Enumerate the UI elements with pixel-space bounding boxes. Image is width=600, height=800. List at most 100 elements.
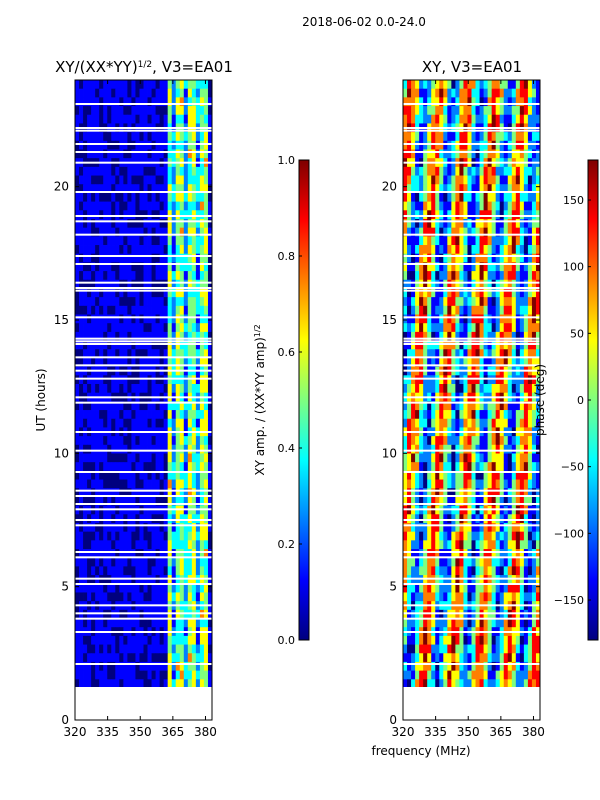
heatmap-cell bbox=[175, 340, 181, 350]
heatmap-cell bbox=[95, 210, 100, 220]
heatmap-cell bbox=[111, 418, 116, 428]
heatmap-cell bbox=[519, 106, 525, 116]
heatmap-cell bbox=[143, 557, 148, 567]
heatmap-cell bbox=[79, 262, 84, 272]
heatmap-cell bbox=[139, 488, 144, 498]
heatmap-cell bbox=[127, 401, 132, 411]
heatmap-cell bbox=[531, 184, 537, 194]
heatmap-cell bbox=[431, 384, 436, 394]
heatmap-cell bbox=[447, 644, 452, 654]
heatmap-cell bbox=[495, 679, 501, 689]
heatmap-cell bbox=[447, 80, 452, 90]
heatmap-cell bbox=[151, 80, 156, 90]
heatmap-cell bbox=[499, 618, 505, 628]
heatmap-cell bbox=[127, 670, 132, 680]
heatmap-cell bbox=[511, 496, 517, 506]
heatmap-cell bbox=[103, 531, 108, 541]
heatmap-cell bbox=[507, 331, 513, 341]
heatmap-cell bbox=[143, 271, 148, 281]
heatmap-cell bbox=[131, 514, 136, 524]
heatmap-cell bbox=[495, 106, 501, 116]
heatmap-cell bbox=[187, 540, 193, 550]
heatmap-cell bbox=[107, 340, 112, 350]
heatmap-cell bbox=[147, 609, 152, 619]
heatmap-cell bbox=[103, 184, 108, 194]
heatmap-cell bbox=[479, 410, 484, 420]
heatmap-cell bbox=[207, 384, 213, 394]
heatmap-cell bbox=[119, 340, 124, 350]
heatmap-cell bbox=[507, 305, 513, 315]
heatmap-cell bbox=[147, 384, 152, 394]
heatmap-cell bbox=[427, 314, 432, 324]
heatmap-cell bbox=[407, 88, 412, 98]
heatmap-cell bbox=[511, 140, 517, 150]
flag-gap-line bbox=[403, 143, 540, 145]
heatmap-cell bbox=[155, 97, 161, 107]
heatmap-cell bbox=[103, 271, 108, 281]
heatmap-cell bbox=[115, 106, 120, 116]
heatmap-cell bbox=[203, 262, 209, 272]
heatmap-cell bbox=[127, 661, 132, 672]
heatmap-cell bbox=[159, 496, 165, 506]
amp-colorbar-gradient bbox=[298, 159, 310, 641]
heatmap-cell bbox=[143, 384, 148, 394]
heatmap-cell bbox=[151, 479, 156, 489]
heatmap-cell bbox=[171, 331, 177, 341]
heatmap-cell bbox=[411, 592, 416, 602]
heatmap-cell bbox=[135, 609, 140, 619]
heatmap-cell bbox=[535, 488, 541, 498]
heatmap-cell bbox=[91, 357, 96, 368]
heatmap-cell bbox=[455, 314, 460, 324]
heatmap-cell bbox=[143, 462, 148, 472]
heatmap-cell bbox=[503, 140, 509, 150]
heatmap-cell bbox=[123, 618, 128, 628]
heatmap-cell bbox=[499, 323, 505, 333]
heatmap-cell bbox=[187, 175, 193, 185]
heatmap-cell bbox=[143, 470, 148, 480]
heatmap-cell bbox=[527, 149, 533, 159]
heatmap-cell bbox=[423, 418, 428, 428]
heatmap-cell bbox=[463, 227, 468, 237]
heatmap-cell bbox=[471, 192, 476, 202]
heatmap-cell bbox=[463, 245, 468, 255]
heatmap-cell bbox=[207, 557, 213, 567]
heatmap-cell bbox=[195, 271, 201, 281]
heatmap-cell bbox=[207, 149, 213, 159]
heatmap-cell bbox=[515, 618, 521, 628]
heatmap-cell bbox=[123, 340, 128, 350]
heatmap-cell bbox=[179, 114, 185, 124]
heatmap-cell bbox=[491, 653, 497, 663]
heatmap-cell bbox=[83, 453, 88, 463]
heatmap-cell bbox=[415, 340, 420, 350]
heatmap-cell bbox=[495, 175, 501, 185]
heatmap-cell bbox=[515, 149, 521, 159]
heatmap-cell bbox=[115, 175, 120, 185]
heatmap-cell bbox=[459, 149, 464, 159]
heatmap-cell bbox=[423, 470, 428, 480]
heatmap-cell bbox=[447, 245, 452, 255]
heatmap-cell bbox=[175, 210, 181, 220]
heatmap-cell bbox=[455, 496, 460, 506]
heatmap-cell bbox=[171, 592, 177, 602]
heatmap-cell bbox=[423, 670, 428, 680]
heatmap-cell bbox=[91, 262, 96, 272]
heatmap-cell bbox=[95, 410, 100, 420]
heatmap-cell bbox=[207, 583, 213, 593]
heatmap-cell bbox=[479, 618, 484, 628]
heatmap-cell bbox=[175, 384, 181, 394]
heatmap-cell bbox=[435, 132, 440, 142]
heatmap-cell bbox=[515, 401, 521, 411]
heatmap-cell bbox=[83, 635, 88, 645]
heatmap-cell bbox=[203, 479, 209, 489]
heatmap-cell bbox=[131, 488, 136, 498]
heatmap-cell bbox=[451, 644, 456, 654]
heatmap-cell bbox=[431, 201, 436, 211]
heatmap-cell bbox=[451, 192, 456, 202]
heatmap-cell bbox=[135, 114, 140, 124]
heatmap-cell bbox=[111, 618, 116, 628]
heatmap-cell bbox=[187, 592, 193, 602]
heatmap-cell bbox=[479, 192, 484, 202]
heatmap-cell bbox=[471, 271, 476, 281]
heatmap-cell bbox=[447, 340, 452, 350]
heatmap-cell bbox=[423, 583, 428, 593]
